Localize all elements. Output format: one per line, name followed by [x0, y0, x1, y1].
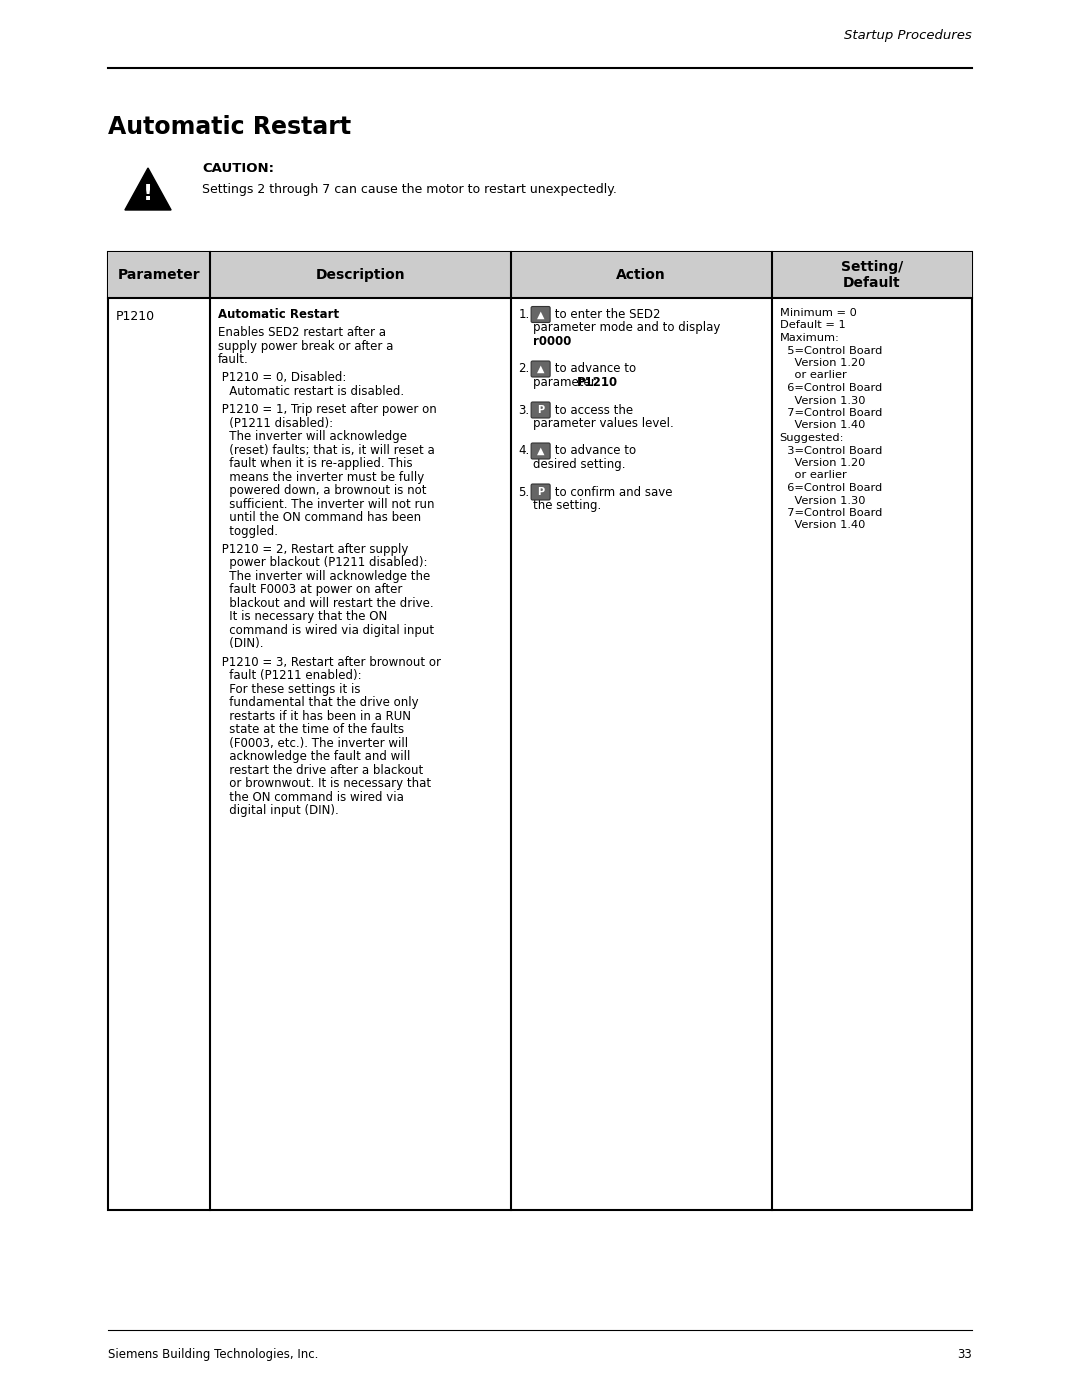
Text: Automatic Restart: Automatic Restart: [218, 307, 339, 321]
Text: r0000: r0000: [532, 335, 571, 348]
Text: 5.: 5.: [518, 486, 530, 499]
Text: power blackout (P1211 disabled):: power blackout (P1211 disabled):: [218, 556, 428, 570]
Text: For these settings it is: For these settings it is: [218, 683, 361, 696]
Text: Setting/
Default: Setting/ Default: [840, 260, 903, 291]
Text: to enter the SED2: to enter the SED2: [551, 307, 660, 321]
Text: CAUTION:: CAUTION:: [202, 162, 274, 175]
Text: P1210 = 2, Restart after supply: P1210 = 2, Restart after supply: [218, 543, 408, 556]
Text: P1210: P1210: [577, 376, 618, 388]
Text: to confirm and save: to confirm and save: [551, 486, 672, 499]
Text: Version 1.30: Version 1.30: [780, 395, 865, 405]
Text: fault when it is re-applied. This: fault when it is re-applied. This: [218, 457, 413, 471]
Text: P1210: P1210: [116, 310, 156, 323]
Text: toggled.: toggled.: [218, 525, 278, 538]
Text: acknowledge the fault and will: acknowledge the fault and will: [218, 750, 410, 763]
Text: ▲: ▲: [537, 446, 544, 455]
Text: 1.: 1.: [518, 307, 530, 321]
Text: (DIN).: (DIN).: [218, 637, 264, 651]
FancyBboxPatch shape: [531, 306, 550, 323]
Text: !: !: [143, 184, 153, 204]
Text: Parameter: Parameter: [118, 268, 200, 282]
Text: Version 1.40: Version 1.40: [780, 420, 865, 430]
Text: or earlier: or earlier: [780, 370, 847, 380]
Text: P1210 = 0, Disabled:: P1210 = 0, Disabled:: [218, 372, 347, 384]
Text: P1210 = 3, Restart after brownout or: P1210 = 3, Restart after brownout or: [218, 655, 441, 669]
Text: until the ON command has been: until the ON command has been: [218, 511, 421, 524]
Text: supply power break or after a: supply power break or after a: [218, 339, 393, 352]
Text: 2.: 2.: [518, 362, 530, 376]
Text: fault (P1211 enabled):: fault (P1211 enabled):: [218, 669, 362, 682]
Text: or earlier: or earlier: [780, 471, 847, 481]
Text: to advance to: to advance to: [551, 444, 636, 457]
Text: fault.: fault.: [218, 353, 248, 366]
Text: desired setting.: desired setting.: [532, 458, 625, 471]
Text: Maximum:: Maximum:: [780, 332, 839, 344]
Text: 3=Control Board: 3=Control Board: [780, 446, 882, 455]
Text: 7=Control Board: 7=Control Board: [780, 408, 882, 418]
Text: digital input (DIN).: digital input (DIN).: [218, 805, 339, 817]
Text: Version 1.20: Version 1.20: [780, 458, 865, 468]
Bar: [108, 251, 972, 1210]
Text: 4.: 4.: [518, 444, 530, 457]
Bar: [108, 251, 972, 298]
Text: 7=Control Board: 7=Control Board: [780, 509, 882, 518]
Text: fault F0003 at power on after: fault F0003 at power on after: [218, 584, 403, 597]
Text: Description: Description: [315, 268, 405, 282]
FancyBboxPatch shape: [531, 483, 550, 500]
FancyBboxPatch shape: [531, 402, 550, 418]
Polygon shape: [125, 168, 171, 210]
Text: the setting.: the setting.: [532, 499, 600, 511]
Text: Default = 1: Default = 1: [780, 320, 846, 331]
Text: Version 1.30: Version 1.30: [780, 496, 865, 506]
Text: 6=Control Board: 6=Control Board: [780, 383, 881, 393]
FancyBboxPatch shape: [531, 360, 550, 377]
Text: means the inverter must be fully: means the inverter must be fully: [218, 471, 424, 483]
Text: Automatic Restart: Automatic Restart: [108, 115, 351, 138]
Text: Enables SED2 restart after a: Enables SED2 restart after a: [218, 327, 386, 339]
Text: powered down, a brownout is not: powered down, a brownout is not: [218, 485, 427, 497]
Text: parameter values level.: parameter values level.: [532, 416, 673, 430]
Text: (reset) faults; that is, it will reset a: (reset) faults; that is, it will reset a: [218, 444, 435, 457]
Text: P: P: [537, 405, 544, 415]
Text: P: P: [537, 488, 544, 497]
Text: restart the drive after a blackout: restart the drive after a blackout: [218, 764, 423, 777]
Text: ▲: ▲: [537, 365, 544, 374]
Text: to access the: to access the: [551, 404, 633, 416]
Text: 3.: 3.: [518, 404, 530, 416]
Text: Version 1.20: Version 1.20: [780, 358, 865, 367]
Text: Automatic restart is disabled.: Automatic restart is disabled.: [218, 386, 404, 398]
Text: It is necessary that the ON: It is necessary that the ON: [218, 610, 388, 623]
Text: 33: 33: [957, 1348, 972, 1361]
Text: Minimum = 0: Minimum = 0: [780, 307, 856, 319]
Text: (P1211 disabled):: (P1211 disabled):: [218, 416, 333, 430]
Text: 6=Control Board: 6=Control Board: [780, 483, 881, 493]
Text: command is wired via digital input: command is wired via digital input: [218, 624, 434, 637]
Text: ▲: ▲: [537, 310, 544, 320]
Text: Settings 2 through 7 can cause the motor to restart unexpectedly.: Settings 2 through 7 can cause the motor…: [202, 183, 617, 196]
Text: blackout and will restart the drive.: blackout and will restart the drive.: [218, 597, 433, 610]
Text: Suggested:: Suggested:: [780, 433, 845, 443]
Text: fundamental that the drive only: fundamental that the drive only: [218, 696, 419, 710]
Text: 5=Control Board: 5=Control Board: [780, 345, 882, 355]
Text: Startup Procedures: Startup Procedures: [845, 29, 972, 42]
Text: parameter mode and to display: parameter mode and to display: [532, 321, 720, 334]
Text: the ON command is wired via: the ON command is wired via: [218, 791, 404, 803]
Text: The inverter will acknowledge: The inverter will acknowledge: [218, 430, 407, 443]
Text: Action: Action: [617, 268, 666, 282]
Text: Version 1.40: Version 1.40: [780, 521, 865, 531]
Text: parameter: parameter: [532, 376, 599, 388]
FancyBboxPatch shape: [531, 443, 550, 460]
Text: restarts if it has been in a RUN: restarts if it has been in a RUN: [218, 710, 411, 722]
Text: (F0003, etc.). The inverter will: (F0003, etc.). The inverter will: [218, 736, 408, 750]
Text: to advance to: to advance to: [551, 362, 636, 376]
Text: sufficient. The inverter will not run: sufficient. The inverter will not run: [218, 497, 434, 511]
Text: or brownwout. It is necessary that: or brownwout. It is necessary that: [218, 777, 431, 791]
Text: The inverter will acknowledge the: The inverter will acknowledge the: [218, 570, 430, 583]
Text: P1210 = 1, Trip reset after power on: P1210 = 1, Trip reset after power on: [218, 404, 436, 416]
Text: state at the time of the faults: state at the time of the faults: [218, 724, 404, 736]
Text: Siemens Building Technologies, Inc.: Siemens Building Technologies, Inc.: [108, 1348, 319, 1361]
